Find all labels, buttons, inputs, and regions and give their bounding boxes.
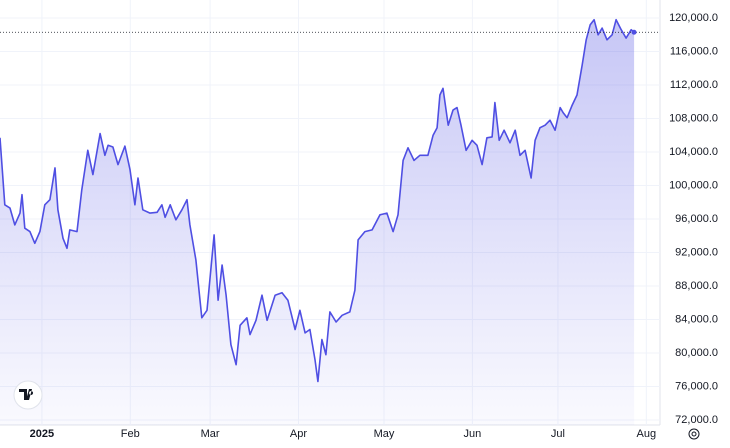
y-tick-label: 72,000.0 (675, 414, 718, 426)
x-tick-label: Jun (464, 428, 482, 440)
x-tick-label: May (374, 428, 395, 440)
settings-icon[interactable] (688, 428, 700, 440)
y-tick-label: 84,000.0 (675, 313, 718, 325)
area-fill (0, 19, 635, 425)
y-tick-label: 88,000.0 (675, 280, 718, 292)
y-tick-label: 100,000.0 (669, 179, 718, 191)
price-line (0, 18, 635, 383)
y-tick-label: 80,000.0 (675, 347, 718, 359)
x-tick-label: 2025 (30, 428, 54, 440)
y-tick-label: 104,000.0 (669, 146, 718, 158)
x-tick-label: Mar (201, 428, 220, 440)
y-tick-label: 108,000.0 (669, 112, 718, 124)
last-price-dot (631, 29, 637, 35)
x-tick-label: Feb (121, 428, 140, 440)
y-tick-label: 92,000.0 (675, 246, 718, 258)
x-tick-label: Apr (290, 428, 307, 440)
y-tick-label: 112,000.0 (670, 79, 718, 91)
y-tick-label: 116,000.0 (670, 45, 718, 57)
tv-logo (13, 380, 43, 410)
x-tick-label: Jul (551, 428, 565, 440)
y-tick-label: 120,000.0 (669, 12, 718, 24)
y-tick-label: 76,000.0 (675, 380, 718, 392)
y-tick-label: 96,000.0 (675, 213, 718, 225)
x-tick-label: Aug (637, 428, 657, 440)
